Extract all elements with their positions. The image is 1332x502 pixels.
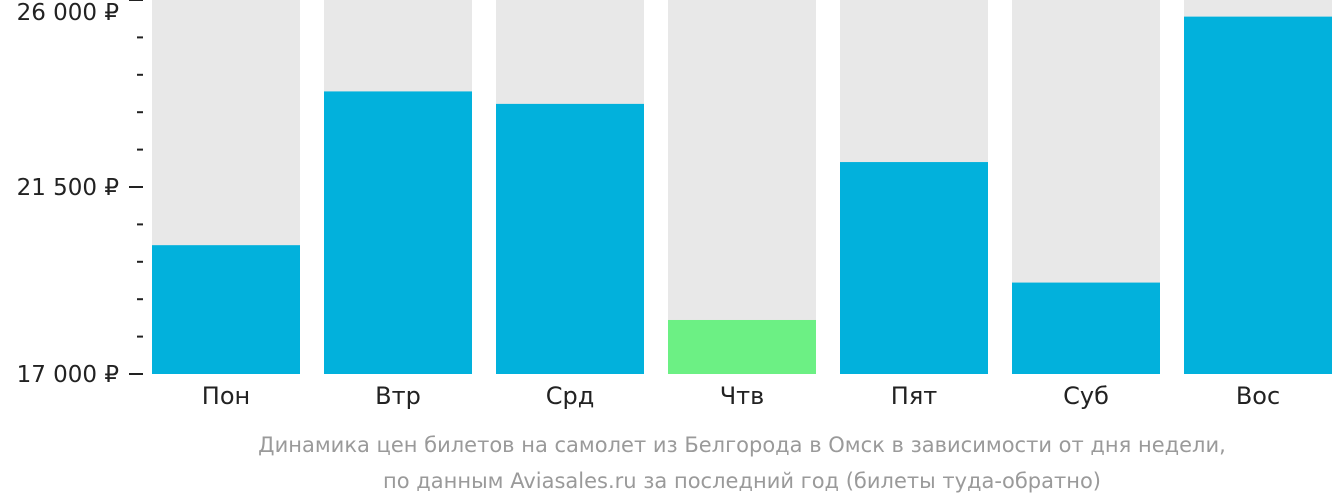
x-tick-label-3: Чтв	[720, 382, 765, 410]
bar-6	[1184, 16, 1332, 374]
x-tick-label-5: Суб	[1063, 382, 1109, 410]
x-tick-label-6: Вос	[1236, 382, 1280, 410]
chart-caption: Динамика цен билетов на самолет из Белго…	[258, 433, 1226, 493]
bar-0	[152, 245, 300, 374]
caption-line-2: по данным Aviasales.ru за последний год …	[383, 469, 1101, 493]
x-tick-label-0: Пон	[202, 382, 250, 410]
bar-3	[668, 319, 816, 374]
bar-2	[496, 103, 644, 374]
y-tick-label-1: 21 500 ₽	[17, 175, 119, 201]
bar-4	[840, 162, 988, 374]
x-tick-label-4: Пят	[891, 382, 937, 410]
y-axis: 17 000 ₽ 21 500 ₽ 26 000 ₽	[17, 0, 143, 388]
bar-1	[324, 91, 472, 374]
background-bar-3	[668, 0, 816, 374]
bars	[152, 16, 1332, 374]
x-tick-label-2: Срд	[546, 382, 595, 410]
bar-5	[1012, 282, 1160, 374]
y-tick-label-2: 26 000 ₽	[17, 0, 119, 26]
caption-line-1: Динамика цен билетов на самолет из Белго…	[258, 433, 1226, 457]
x-tick-label-1: Втр	[375, 382, 421, 410]
y-tick-label-0: 17 000 ₽	[17, 362, 119, 388]
x-axis-labels: Пон Втр Срд Чтв Пят Суб Вос	[202, 382, 1280, 410]
